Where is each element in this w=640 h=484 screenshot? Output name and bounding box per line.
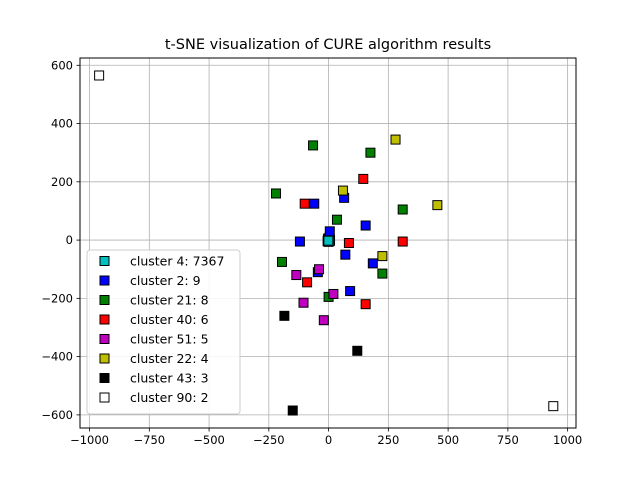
scatter-point xyxy=(308,140,319,151)
data-points xyxy=(94,70,559,416)
x-tick-label: 500 xyxy=(437,433,459,447)
scatter-point xyxy=(302,277,313,288)
scatter-point xyxy=(365,147,376,158)
x-tick-label: 250 xyxy=(377,433,399,447)
scatter-point xyxy=(328,288,339,299)
legend-label: cluster 21: 8 xyxy=(130,293,209,308)
scatter-point xyxy=(294,236,305,247)
scatter-point xyxy=(397,236,408,247)
scatter-point xyxy=(390,134,401,145)
legend-marker xyxy=(99,353,110,364)
scatter-point xyxy=(358,173,369,184)
y-tick-label: 400 xyxy=(51,117,73,131)
scatter-point xyxy=(324,226,335,237)
scatter-point xyxy=(397,204,408,215)
scatter-point xyxy=(291,270,302,281)
scatter-point xyxy=(287,405,298,416)
legend-label: cluster 40: 6 xyxy=(130,312,209,327)
legend-label: cluster 90: 2 xyxy=(130,390,209,405)
chart-title: t-SNE visualization of CURE algorithm re… xyxy=(165,37,491,53)
scatter-point xyxy=(345,286,356,297)
legend-label: cluster 2: 9 xyxy=(130,273,201,288)
scatter-point xyxy=(279,310,290,321)
scatter-point xyxy=(94,70,105,81)
legend-label: cluster 43: 3 xyxy=(130,371,209,386)
legend-marker xyxy=(99,334,110,344)
axes-frame xyxy=(79,57,577,429)
x-tick-label: −750 xyxy=(134,433,166,447)
x-tick-label: 750 xyxy=(497,433,519,447)
y-tick-label: −400 xyxy=(41,350,73,364)
y-tick-label: −600 xyxy=(41,408,73,422)
scatter-point xyxy=(323,235,334,246)
scatter-point xyxy=(318,315,329,326)
legend-marker xyxy=(99,256,110,266)
x-tick-label: −500 xyxy=(193,433,225,447)
legend-label: cluster 4: 7367 xyxy=(130,254,224,269)
scatter-point xyxy=(314,264,325,275)
scatter-point xyxy=(360,299,371,310)
scatter-point xyxy=(276,256,287,267)
legend: cluster 4: 7367 cluster 2: 9 cluster 21: 8… xyxy=(86,249,241,415)
scatter-point xyxy=(548,401,559,412)
axis-ticks: −1000 −750 −500 −250 0 250 500 750 1000 600 400 200… xyxy=(41,58,582,447)
x-tick-label: −250 xyxy=(253,433,285,447)
scatter-point xyxy=(377,268,388,279)
scatter-point xyxy=(337,185,348,196)
y-tick-label: 600 xyxy=(51,58,73,72)
scatter-point xyxy=(360,220,371,231)
legend-marker xyxy=(99,373,110,383)
scatter-point xyxy=(343,238,354,248)
scatter-point xyxy=(309,198,320,209)
scatter-point xyxy=(298,297,309,308)
x-tick-label: 1000 xyxy=(553,433,582,447)
legend-marker xyxy=(99,392,110,403)
scatter-point xyxy=(367,258,378,269)
scatter-point xyxy=(299,198,310,209)
legend-marker xyxy=(99,314,110,325)
legend-box xyxy=(86,249,241,415)
legend-marker xyxy=(99,275,110,286)
scatter-point xyxy=(352,345,363,356)
scatter-point xyxy=(432,200,443,211)
x-tick-label: −1000 xyxy=(70,433,109,447)
y-tick-label: −200 xyxy=(41,291,73,305)
x-tick-label: 0 xyxy=(325,433,332,447)
legend-label: cluster 22: 4 xyxy=(130,351,209,366)
scatter-point xyxy=(377,251,388,262)
legend-marker xyxy=(99,295,110,305)
scatter-point xyxy=(340,249,351,260)
y-tick-label: 0 xyxy=(66,233,73,247)
y-tick-label: 200 xyxy=(51,175,73,189)
legend-label: cluster 51: 5 xyxy=(130,332,209,347)
scatter-point xyxy=(331,214,342,225)
scatter-point xyxy=(271,188,282,199)
